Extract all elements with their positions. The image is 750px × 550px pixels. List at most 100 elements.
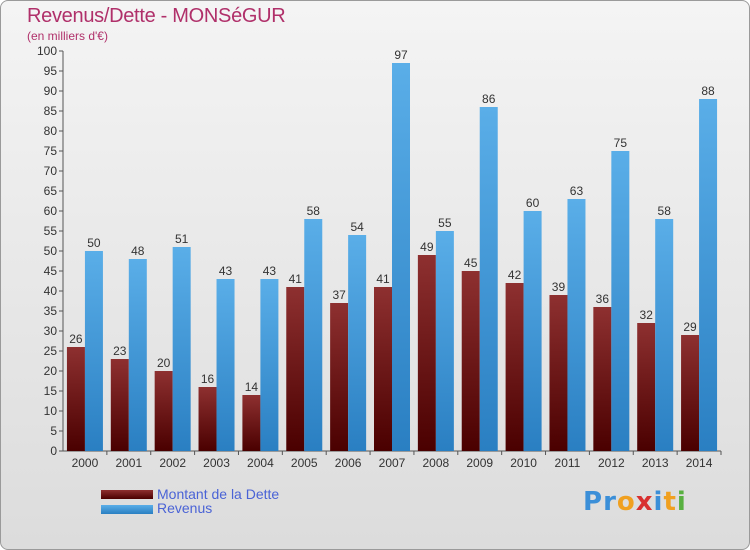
data-label-debt: 29 — [683, 320, 697, 334]
bar-revenus — [128, 259, 147, 451]
y-tick-label: 0 — [50, 444, 57, 458]
y-tick-label: 15 — [44, 384, 58, 398]
x-tick-label: 2011 — [555, 456, 581, 470]
y-tick-label: 40 — [44, 284, 58, 298]
data-label-revenus: 55 — [438, 216, 452, 230]
x-tick-label: 2000 — [72, 456, 99, 470]
y-tick-label: 85 — [44, 104, 58, 118]
bar-revenus — [392, 63, 410, 451]
data-label-debt: 20 — [157, 356, 171, 370]
bar-debt — [461, 271, 480, 451]
x-tick-label: 2001 — [115, 456, 142, 470]
data-label-debt: 45 — [464, 256, 478, 270]
x-tick-label: 2014 — [686, 456, 713, 470]
bar-revenus — [348, 235, 367, 451]
x-tick-label: 2012 — [598, 456, 625, 470]
x-tick-label: 2013 — [642, 456, 669, 470]
bar-debt — [681, 335, 700, 451]
bar-revenus — [479, 107, 498, 451]
data-label-debt: 23 — [113, 344, 127, 358]
bar-debt — [242, 395, 261, 451]
data-label-revenus: 97 — [394, 48, 408, 62]
data-label-debt: 37 — [332, 288, 346, 302]
bar-revenus — [216, 279, 235, 451]
data-label-debt: 42 — [508, 268, 522, 282]
bar-debt — [637, 323, 656, 451]
data-label-debt: 39 — [552, 280, 566, 294]
bar-revenus — [435, 231, 454, 451]
data-label-revenus: 51 — [175, 232, 189, 246]
legend-label-revenus: Revenus — [157, 500, 213, 516]
bar-revenus — [172, 247, 191, 451]
y-tick-label: 50 — [44, 244, 58, 258]
data-label-revenus: 86 — [482, 92, 496, 106]
data-label-revenus: 88 — [701, 84, 715, 98]
x-tick-label: 2005 — [291, 456, 318, 470]
x-tick-label: 2003 — [203, 456, 230, 470]
bar-debt — [505, 283, 524, 451]
bar-debt — [198, 387, 217, 451]
data-label-revenus: 58 — [658, 204, 672, 218]
y-tick-label: 20 — [44, 364, 58, 378]
y-tick-label: 30 — [44, 324, 58, 338]
bar-revenus — [84, 251, 103, 451]
y-tick-label: 5 — [50, 424, 57, 438]
y-tick-label: 80 — [44, 124, 58, 138]
bar-debt — [66, 347, 85, 451]
legend-swatch-revenus — [101, 505, 153, 514]
x-tick-label: 2008 — [423, 456, 450, 470]
bar-debt — [154, 371, 173, 451]
data-label-revenus: 54 — [350, 220, 364, 234]
data-label-debt: 14 — [245, 380, 259, 394]
data-label-debt: 26 — [69, 332, 83, 346]
bar-revenus — [567, 199, 586, 451]
bar-debt — [374, 287, 392, 451]
y-tick-label: 100 — [37, 44, 57, 58]
bar-revenus — [611, 151, 630, 451]
bar-revenus — [260, 279, 279, 451]
chart-subtitle: (en milliers d'€) — [27, 29, 108, 43]
y-tick-label: 75 — [44, 144, 58, 158]
data-label-debt: 32 — [640, 308, 654, 322]
chart-title: Revenus/Dette - MONSéGUR — [27, 5, 286, 27]
data-label-debt: 16 — [201, 372, 215, 386]
legend-swatch-debt — [101, 490, 153, 499]
legend-label-debt: Montant de la Dette — [157, 486, 280, 502]
y-tick-label: 25 — [44, 344, 58, 358]
y-tick-label: 45 — [44, 264, 58, 278]
data-label-revenus: 50 — [87, 236, 101, 250]
y-tick-label: 55 — [44, 224, 58, 238]
x-tick-label: 2002 — [159, 456, 186, 470]
x-tick-label: 2010 — [510, 456, 537, 470]
bar-debt — [417, 255, 436, 451]
data-label-debt: 36 — [596, 292, 610, 306]
y-tick-label: 10 — [44, 404, 58, 418]
bar-revenus — [655, 219, 674, 451]
data-label-revenus: 58 — [307, 204, 321, 218]
data-label-debt: 41 — [376, 272, 390, 286]
x-tick-label: 2004 — [247, 456, 274, 470]
data-label-revenus: 48 — [131, 244, 145, 258]
data-label-revenus: 75 — [614, 136, 628, 150]
data-label-debt: 41 — [289, 272, 303, 286]
y-tick-label: 70 — [44, 164, 58, 178]
y-tick-label: 35 — [44, 304, 58, 318]
x-tick-label: 2009 — [466, 456, 493, 470]
bar-revenus — [699, 99, 718, 451]
y-tick-label: 65 — [44, 184, 58, 198]
bar-debt — [286, 287, 305, 451]
bar-revenus — [523, 211, 542, 451]
data-label-revenus: 43 — [263, 264, 277, 278]
proxiti-logo: Proxiti — [583, 487, 687, 517]
bars — [66, 63, 718, 451]
data-labels: 26 50 23 48 20 51 16 43 14 43 41 58 37 54 41 97 49 55 45 86… — [69, 48, 715, 394]
data-label-debt: 49 — [420, 240, 434, 254]
data-label-revenus: 63 — [570, 184, 584, 198]
x-tick-label: 2006 — [335, 456, 362, 470]
bar-debt — [593, 307, 612, 451]
y-tick-label: 90 — [44, 84, 58, 98]
bar-debt — [549, 295, 568, 451]
bar-revenus — [304, 219, 323, 451]
